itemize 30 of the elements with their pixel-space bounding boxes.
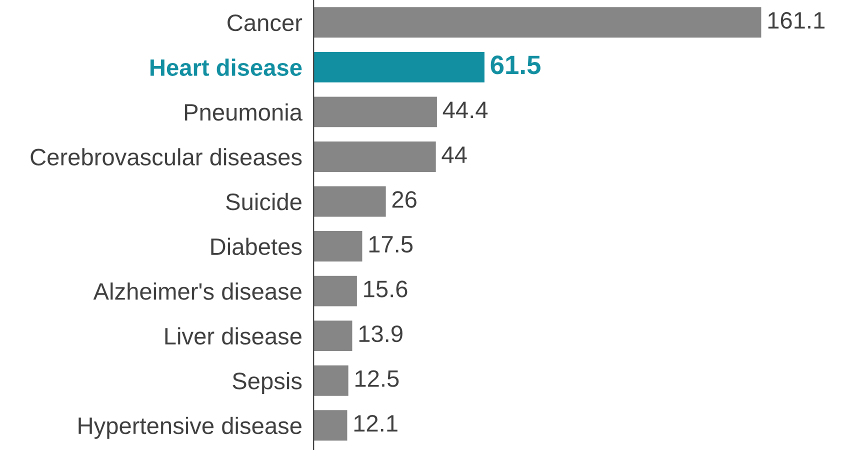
bar	[314, 410, 348, 441]
data-label: 17.5	[369, 236, 413, 253]
data-label: 44.4	[442, 102, 488, 118]
bar	[314, 276, 357, 306]
y-tick-label: Liver disease	[165, 327, 302, 345]
y-tick-label: Cerebrovascular diseases	[30, 148, 302, 166]
data-label: 15.6	[364, 280, 408, 298]
y-tick-label: Alzheimer's disease	[93, 282, 302, 300]
data-label: 61.5	[490, 56, 540, 74]
data-label: 13.9	[359, 325, 402, 342]
y-tick-label: Suicide	[226, 192, 302, 210]
bar	[314, 186, 386, 217]
bar	[314, 96, 437, 128]
bar	[314, 7, 762, 38]
data-label: 12.1	[354, 414, 398, 432]
data-label: 26	[392, 191, 416, 208]
bar	[314, 231, 362, 262]
data-label: 161.1	[768, 12, 825, 29]
data-label: 44	[442, 146, 467, 163]
data-label: 12.5	[356, 370, 399, 387]
y-tick-label: Sepsis	[232, 372, 302, 394]
y-tick-label: Heart disease	[150, 58, 302, 76]
bar	[314, 365, 348, 396]
y-tick-label: Diabetes	[211, 238, 302, 256]
bar	[314, 320, 352, 352]
y-tick-label: Hypertensive disease	[78, 416, 302, 439]
y-tick-label: Pneumonia	[184, 103, 302, 121]
y-tick-label: Cancer	[228, 14, 302, 32]
bar	[314, 52, 484, 82]
bar	[314, 141, 436, 172]
